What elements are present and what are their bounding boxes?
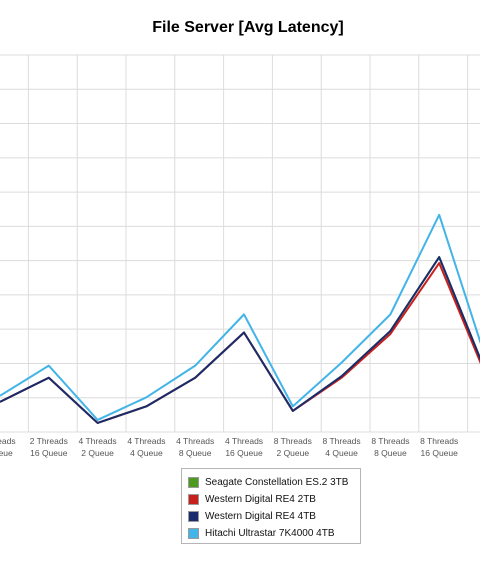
x-tick-label: 2 Queue xyxy=(81,448,114,458)
x-tick-label: 16 Queue xyxy=(421,448,459,458)
series-line xyxy=(0,213,480,421)
x-axis-tick-labels: Threads Queue 2 Threads 16 Queue 4 Threads 2 … xyxy=(0,436,459,458)
x-tick-label: 8 Queue xyxy=(179,448,212,458)
x-tick-label: 4 Threads xyxy=(79,436,117,446)
x-tick-label: 8 Threads xyxy=(323,436,361,446)
legend-swatch xyxy=(188,494,199,505)
chart-title: File Server [Avg Latency] xyxy=(152,19,344,36)
legend-item: Western Digital RE4 2TB xyxy=(188,491,360,508)
x-tick-label: 4 Threads xyxy=(176,436,214,446)
series-lines xyxy=(0,213,480,424)
legend-swatch xyxy=(188,528,199,539)
legend-item: Western Digital RE4 4TB xyxy=(188,508,360,525)
grid-lines xyxy=(0,54,480,433)
x-tick-label: 2 Queue xyxy=(276,448,309,458)
legend-label: Hitachi Ultrastar 7K4000 4TB xyxy=(205,528,335,539)
legend-item: Seagate Constellation ES.2 3TB xyxy=(188,474,360,491)
legend: Seagate Constellation ES.2 3TB Western Di… xyxy=(181,468,361,544)
legend-swatch xyxy=(188,477,199,488)
legend-label: Western Digital RE4 2TB xyxy=(205,494,316,505)
x-tick-label: Queue xyxy=(0,448,13,458)
x-tick-label: 8 Threads xyxy=(274,436,312,446)
x-tick-label: 8 Queue xyxy=(374,448,407,458)
x-tick-label: 16 Queue xyxy=(225,448,263,458)
legend-item: Hitachi Ultrastar 7K4000 4TB xyxy=(188,525,360,542)
x-tick-label: Threads xyxy=(0,436,16,446)
x-tick-label: 8 Threads xyxy=(420,436,458,446)
legend-label: Seagate Constellation ES.2 3TB xyxy=(205,477,349,488)
x-tick-label: 2 Threads xyxy=(30,436,68,446)
x-tick-label: 4 Threads xyxy=(127,436,165,446)
x-tick-label: 8 Threads xyxy=(371,436,409,446)
legend-label: Western Digital RE4 4TB xyxy=(205,511,316,522)
x-tick-label: 4 Queue xyxy=(325,448,358,458)
x-tick-label: 16 Queue xyxy=(30,448,68,458)
legend-swatch xyxy=(188,511,199,522)
x-tick-label: 4 Threads xyxy=(225,436,263,446)
x-tick-label: 4 Queue xyxy=(130,448,163,458)
series-line xyxy=(0,256,480,424)
